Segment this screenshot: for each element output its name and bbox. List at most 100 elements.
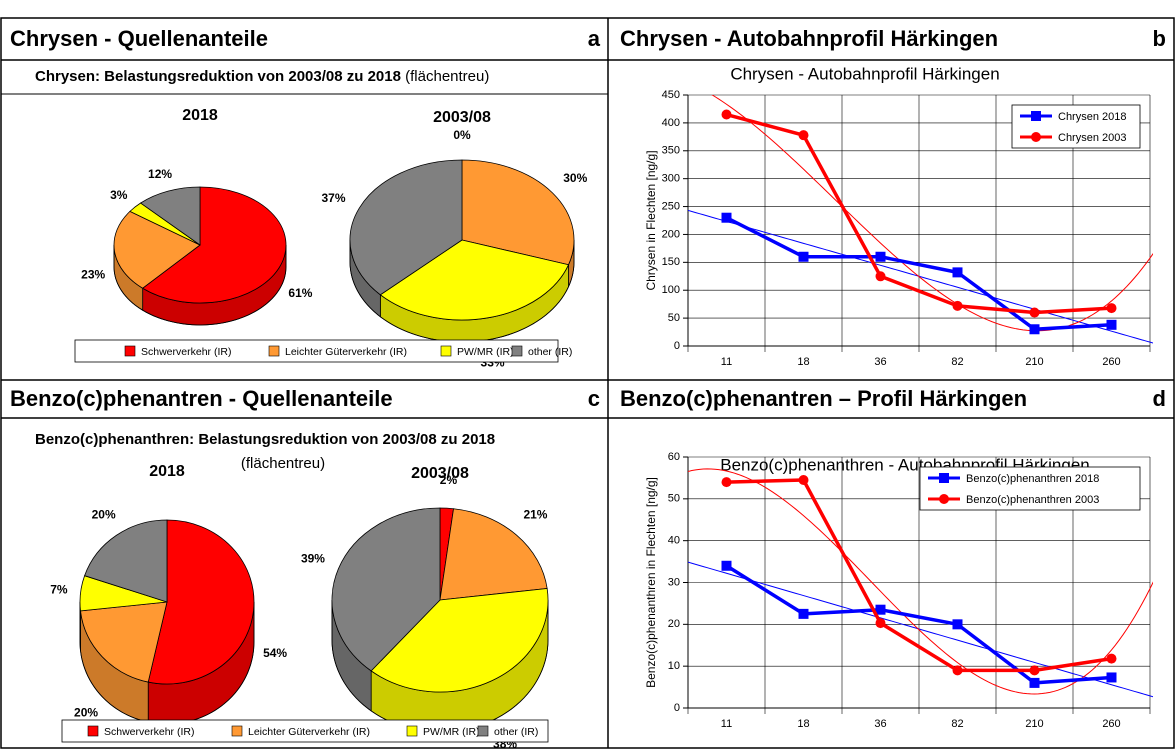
y-axis-label: Chrysen in Flechten [ng/g] [644, 150, 658, 290]
pie-title: 2018 [149, 463, 185, 480]
y-tick-label: 250 [662, 200, 680, 212]
marker [1029, 307, 1040, 318]
marker [875, 271, 886, 282]
legend-label: Benzo(c)phenanthren 2018 [966, 473, 1099, 485]
chart-title: Chrysen - Autobahnprofil Härkingen [730, 64, 999, 83]
pie-slice [113, 210, 201, 289]
marker [721, 212, 732, 223]
x-tick-label: 210 [1025, 356, 1043, 368]
pie-value-label: 3% [110, 188, 128, 202]
series-line [726, 112, 1112, 315]
pie-value-label: 37% [321, 191, 345, 205]
legend-swatch [511, 345, 523, 357]
y-tick-label: 200 [662, 228, 680, 240]
y-tick-label: 0 [674, 340, 680, 352]
y-tick-label: 30 [668, 576, 680, 588]
pie-slice [331, 507, 441, 672]
panel-letter: c [588, 386, 600, 411]
legend-marker [939, 494, 949, 504]
marker [721, 560, 732, 571]
marker [1106, 672, 1117, 683]
legend-label: Chrysen 2018 [1058, 111, 1127, 123]
subtitle-bold: Chrysen: Belastungsreduktion von 2003/08… [35, 68, 401, 85]
x-tick-label: 260 [1102, 356, 1120, 368]
outer-frame [0, 17, 1175, 749]
series-line [725, 564, 1112, 685]
y-tick-label: 10 [668, 660, 680, 672]
legend-swatch [406, 725, 418, 737]
subtitle-note: (flächentreu) [241, 455, 325, 472]
y-tick-label: 150 [662, 256, 680, 268]
pie-value-label: 61% [288, 286, 312, 300]
pie-slice [84, 519, 168, 603]
marker [1106, 303, 1117, 314]
x-tick-label: 18 [797, 718, 809, 730]
pie-slice [379, 239, 570, 321]
x-tick-label: 11 [721, 718, 732, 730]
legend-box [61, 719, 549, 743]
x-tick-label: 11 [721, 356, 732, 368]
marker [1029, 677, 1040, 688]
legend-swatch [231, 725, 243, 737]
trend-line [688, 561, 1153, 698]
pie-value-label: 54% [263, 646, 287, 660]
legend-label: Leichter Güterverkehr (IR) [248, 726, 370, 738]
pie-slice [439, 508, 548, 601]
pie-slice [461, 159, 575, 266]
panel-title: Benzo(c)phenantren – Profil Härkingen [620, 386, 1027, 411]
pie-value-label: 21% [523, 508, 547, 522]
legend-label: Schwerverkehr (IR) [104, 726, 194, 738]
marker [798, 475, 809, 486]
panel-letter: d [1153, 386, 1166, 411]
legend-label: PW/MR (IR) [457, 346, 514, 358]
panel-title: Benzo(c)phenantren - Quellenanteile [10, 386, 393, 411]
pie-title: 2003/08 [433, 109, 491, 126]
legend-swatch [87, 725, 99, 737]
marker [798, 251, 809, 262]
pie-value-label: 23% [81, 268, 105, 282]
panel-letter: b [1153, 26, 1166, 51]
y-tick-label: 100 [662, 284, 680, 296]
pie-title: 2003/08 [411, 465, 469, 482]
pie-value-label: 2% [440, 473, 458, 487]
marker [798, 608, 809, 619]
series-line [725, 216, 1112, 332]
legend-marker [1031, 132, 1041, 142]
marker [952, 619, 963, 630]
y-tick-label: 350 [662, 145, 680, 157]
pie-slice [139, 186, 201, 246]
marker [798, 130, 809, 141]
panel-title: Chrysen - Quellenanteile [10, 26, 268, 51]
legend-label: other (IR) [528, 346, 572, 358]
y-tick-label: 450 [662, 89, 680, 101]
chart-subtitle: Benzo(c)phenanthren: Belastungsreduktion… [35, 431, 495, 448]
trend-line [711, 95, 1153, 332]
pie-value-label: 20% [92, 508, 116, 522]
marker [1029, 324, 1040, 335]
legend-box [919, 466, 1141, 511]
marker [875, 251, 886, 262]
pie-slice [370, 588, 549, 693]
marker [952, 267, 963, 278]
chart-subtitle: Chrysen: Belastungsreduktion von 2003/08… [35, 68, 489, 85]
pie-slice [141, 186, 287, 304]
subtitle-bold: Benzo(c)phenanthren: Belastungsreduktion… [35, 431, 495, 448]
y-tick-label: 40 [668, 535, 680, 547]
pie-slice [147, 519, 255, 685]
pie-value-label: 7% [50, 583, 68, 597]
marker [875, 604, 886, 615]
legend-label: PW/MR (IR) [423, 726, 480, 738]
x-tick-label: 36 [874, 718, 886, 730]
marker [721, 477, 732, 488]
pie-slice [80, 601, 168, 683]
x-tick-label: 82 [951, 356, 963, 368]
y-tick-label: 0 [674, 702, 680, 714]
legend-swatch [477, 725, 489, 737]
pie-edge [113, 245, 287, 326]
marker [1106, 319, 1117, 330]
y-tick-label: 50 [668, 312, 680, 324]
x-tick-label: 260 [1102, 718, 1120, 730]
legend-box [74, 339, 559, 363]
legend-marker [939, 473, 949, 483]
